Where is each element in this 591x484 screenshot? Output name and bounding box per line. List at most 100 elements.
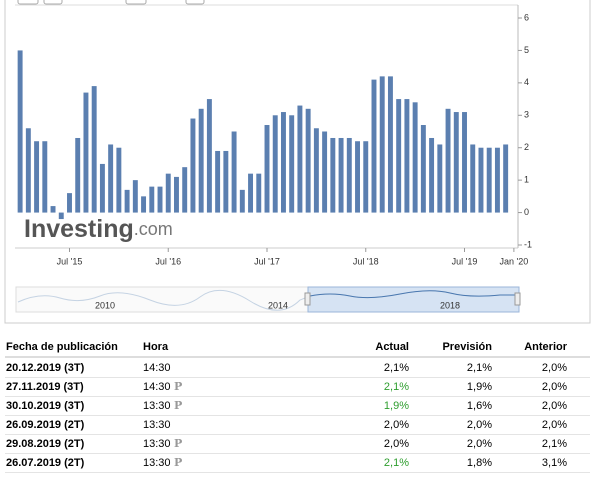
cell-previous: 3,1% <box>542 457 567 469</box>
preliminary-icon: P <box>174 399 182 412</box>
cell-time: 14:30 <box>143 362 171 374</box>
navigator-selection[interactable] <box>307 286 520 313</box>
y-tick-label: 2 <box>524 142 529 152</box>
toolbar-button[interactable] <box>17 0 39 5</box>
bar <box>280 112 286 213</box>
cell-actual: 2,1% <box>384 457 409 469</box>
watermark-suffix: .com <box>134 219 173 239</box>
x-tick-label: Jan '20 <box>500 256 529 266</box>
bar <box>289 115 295 213</box>
bar <box>91 86 97 213</box>
cell-forecast: 1,8% <box>467 457 492 469</box>
y-tick-label: 5 <box>524 45 529 55</box>
bar <box>157 186 163 213</box>
bar <box>42 141 48 213</box>
bar <box>83 92 89 213</box>
navigator-handle[interactable] <box>304 292 311 306</box>
bar <box>503 144 509 213</box>
bar <box>25 128 31 213</box>
bar <box>363 141 369 213</box>
bar <box>116 147 122 213</box>
preliminary-icon: P <box>174 456 182 469</box>
navigator-label: 2014 <box>268 300 288 310</box>
bar <box>330 137 336 213</box>
bar <box>420 125 426 213</box>
bar <box>297 105 303 213</box>
bar <box>462 112 467 213</box>
bar <box>174 176 179 213</box>
bar <box>256 173 262 213</box>
cell-forecast: 1,6% <box>467 400 492 412</box>
cell-time: 13:30 <box>143 419 171 431</box>
cell-time: 13:30 <box>143 457 171 469</box>
cell-previous: 2,1% <box>542 438 567 450</box>
bar <box>149 186 155 213</box>
cell-date: 29.08.2019 (2T) <box>6 438 85 450</box>
cell-actual: 1,9% <box>384 400 409 412</box>
cell-time: 14:30 <box>143 381 171 393</box>
cell-previous: 2,0% <box>542 381 567 393</box>
cell-forecast: 2,0% <box>467 419 492 431</box>
cell-actual: 2,1% <box>384 362 409 374</box>
navigator-handle[interactable] <box>514 292 521 306</box>
x-tick-label: Jul '19 <box>452 256 478 266</box>
bar <box>429 137 435 213</box>
toolbar-button[interactable] <box>185 0 205 5</box>
cell-previous: 2,0% <box>542 400 567 412</box>
bar <box>313 128 319 213</box>
bar <box>99 163 105 213</box>
cell-date: 27.11.2019 (3T) <box>6 381 84 393</box>
toolbar-button[interactable] <box>125 0 147 5</box>
y-tick-label: 0 <box>524 207 529 217</box>
bar <box>141 196 147 213</box>
bar <box>404 99 410 213</box>
cell-date: 26.09.2019 (2T) <box>6 419 85 431</box>
preliminary-icon: P <box>174 437 182 450</box>
bar <box>272 115 278 213</box>
column-header: Fecha de publicación <box>6 341 118 353</box>
cell-date: 26.07.2019 (2T) <box>6 457 85 469</box>
navigator-line <box>309 290 516 299</box>
column-header: Hora <box>143 341 169 353</box>
navigator-label: 2018 <box>440 300 460 310</box>
x-tick-label: Jul '18 <box>353 256 379 266</box>
bar <box>494 147 500 213</box>
bar <box>132 180 138 213</box>
bar <box>305 108 311 213</box>
cell-forecast: 1,9% <box>467 381 492 393</box>
toolbar-button[interactable] <box>43 0 63 5</box>
y-tick-label: -1 <box>524 239 532 249</box>
bar <box>470 144 476 213</box>
x-tick-label: Jul '16 <box>155 256 181 266</box>
bar <box>264 125 270 213</box>
bar <box>322 131 328 213</box>
bar <box>75 137 81 213</box>
bar <box>50 206 56 213</box>
bar <box>396 99 402 213</box>
navigator[interactable]: 2010 2014 2018 <box>15 286 521 313</box>
cell-forecast: 2,1% <box>467 362 492 374</box>
bar <box>379 76 385 213</box>
cell-forecast: 2,0% <box>467 438 492 450</box>
bar <box>17 50 23 213</box>
bar <box>198 108 204 213</box>
bar <box>453 112 459 213</box>
bar <box>478 147 484 213</box>
y-tick-label: 4 <box>524 77 529 87</box>
y-tick-label: 1 <box>524 175 529 185</box>
bar <box>387 76 393 213</box>
bar <box>231 131 237 213</box>
cell-time: 13:30 <box>143 438 171 450</box>
bar <box>67 193 72 213</box>
preliminary-icon: P <box>174 380 182 393</box>
x-tick-label: Jul '17 <box>254 256 280 266</box>
cell-date: 30.10.2019 (3T) <box>6 400 85 412</box>
bar <box>34 141 40 213</box>
y-tick-label: 6 <box>524 12 529 22</box>
bar <box>445 108 451 213</box>
bar <box>248 173 254 213</box>
bar <box>206 99 212 213</box>
bar <box>124 189 130 213</box>
cell-actual: 2,0% <box>384 438 409 450</box>
